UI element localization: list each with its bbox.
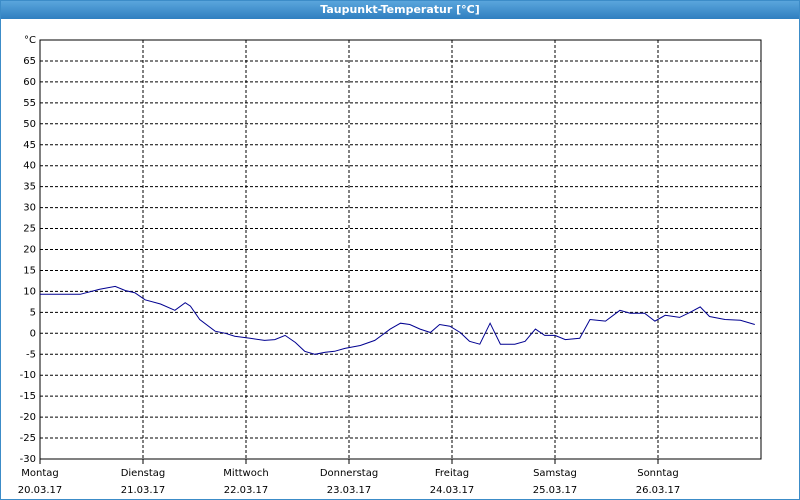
x-tick-date: 25.03.17 [533,485,578,496]
x-tick-date: 21.03.17 [121,485,166,496]
y-tick-label: 10 [23,286,36,297]
y-tick-label: 50 [23,119,36,130]
y-tick-label: 25 [23,224,36,235]
x-tick-label: Freitag [435,468,469,479]
y-tick-label: -15 [20,391,36,402]
y-tick-label: 45 [23,140,36,151]
x-tick-date: 23.03.17 [327,485,372,496]
y-tick-label: 60 [23,77,36,88]
x-tick-label: Samstag [533,468,577,479]
x-tick-label: Mittwoch [223,468,268,479]
y-tick-label: -30 [20,454,36,465]
x-tick-label: Donnerstag [320,468,378,479]
data-line [40,285,755,355]
y-tick-label: 30 [23,203,36,214]
x-tick-label: Sonntag [637,468,679,479]
y-tick-label: 0 [30,328,36,339]
y-tick-label: 5 [30,307,36,318]
y-tick-label: 15 [23,265,36,276]
x-tick-date: 20.03.17 [18,485,63,496]
y-tick-label: 35 [23,182,36,193]
chart-title: Taupunkt-Temperatur [°C] [320,3,480,16]
y-tick-label: 20 [23,245,36,256]
y-tick-label: 40 [23,161,36,172]
y-tick-label: -20 [20,412,36,423]
title-bar: Taupunkt-Temperatur [°C] [1,1,799,19]
x-tick-label: Montag [21,468,58,479]
y-tick-label: °C [24,35,36,46]
x-tick-date: 26.03.17 [636,485,681,496]
x-tick-date: 24.03.17 [430,485,475,496]
y-tick-label: 65 [23,56,36,67]
x-tick-label: Dienstag [121,468,166,479]
x-tick-date: 22.03.17 [224,485,269,496]
y-tick-label: -5 [26,349,36,360]
y-tick-label: -25 [20,433,36,444]
y-tick-label: -10 [20,370,36,381]
y-tick-label: 55 [23,98,36,109]
